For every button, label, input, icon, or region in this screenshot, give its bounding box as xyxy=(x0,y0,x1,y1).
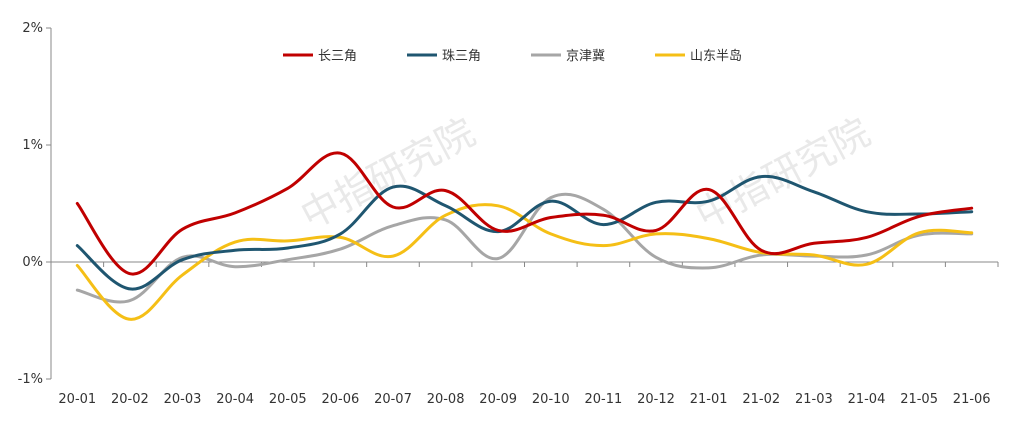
x-tick-label: 20-05 xyxy=(269,392,307,407)
y-tick-label: 2% xyxy=(22,21,43,36)
y-tick-label: 0% xyxy=(22,255,43,270)
x-tick-label: 20-08 xyxy=(427,392,465,407)
x-tick-label: 21-01 xyxy=(690,392,728,407)
y-tick-label: 1% xyxy=(22,138,43,153)
x-tick-label: 20-02 xyxy=(111,392,149,407)
x-tick-label: 21-04 xyxy=(848,392,886,407)
series-line-2 xyxy=(75,175,974,291)
legend-label-4: 山东半岛 xyxy=(690,48,742,64)
series-layer xyxy=(75,151,974,321)
x-tick-label: 20-12 xyxy=(637,392,675,407)
watermark-2: 中指研究院 xyxy=(689,110,877,238)
y-tick-label: -1% xyxy=(18,372,43,387)
legend-label-2: 珠三角 xyxy=(442,49,481,64)
legend-label-1: 长三角 xyxy=(318,49,357,64)
x-tick-label: 20-06 xyxy=(321,392,359,407)
x-tick-label: 21-02 xyxy=(742,392,780,407)
x-tick-label: 20-04 xyxy=(216,392,254,407)
series-line-3 xyxy=(75,192,974,304)
x-tick-label: 20-07 xyxy=(374,392,412,407)
x-tick-label: 20-09 xyxy=(479,392,517,407)
x-tick-label: 20-01 xyxy=(58,392,96,407)
x-tick-label: 20-03 xyxy=(164,392,202,407)
legend-label-3: 京津冀 xyxy=(566,48,605,64)
series-line-1 xyxy=(75,151,974,276)
axes: 2% 1% 0% -1% 20-01 20-02 20-03 20-04 20-05 20-06 2… xyxy=(18,21,999,407)
x-tick-label: 20-10 xyxy=(532,392,570,407)
watermark: 中指研究院 xyxy=(294,110,482,238)
x-tick-label: 21-05 xyxy=(900,392,938,407)
legend: 长三角 珠三角 京津冀 山东半岛 xyxy=(283,48,742,64)
x-tick-label: 21-06 xyxy=(953,392,991,407)
x-tick-label: 20-11 xyxy=(585,392,623,407)
x-tick-label: 21-03 xyxy=(795,392,833,407)
